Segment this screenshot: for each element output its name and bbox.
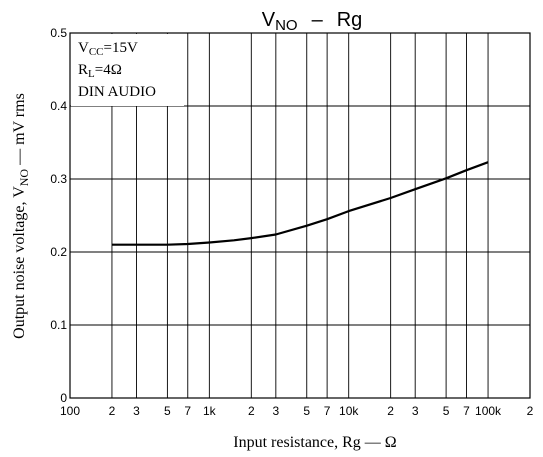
condition-value: =15V <box>104 40 138 56</box>
x-tick-label: 100k <box>475 404 502 418</box>
chart-title: VNO – Rg <box>262 9 363 34</box>
y-label-sub: NO <box>17 169 31 187</box>
condition-main: DIN AUDIO <box>78 84 156 100</box>
condition-sub: CC <box>89 46 104 58</box>
y-tick-label: 0.2 <box>50 245 67 259</box>
conditions: VCC=15V RL=4Ω DIN AUDIO <box>78 40 156 100</box>
y-tick-label: 0.1 <box>50 318 67 332</box>
y-tick-label: 0.4 <box>50 99 67 113</box>
x-tick-label: 5 <box>303 404 310 418</box>
x-tick-label: 3 <box>412 404 419 418</box>
y-tick-label: 0.3 <box>50 172 67 186</box>
y-axis-label: Output noise voltage, VNO — mV rms <box>11 93 31 339</box>
y-tick-labels: 0 0.1 0.2 0.3 0.4 0.5 <box>50 26 67 405</box>
plot-frame <box>69 32 531 399</box>
y-label-pre: Output noise voltage, V <box>11 186 28 339</box>
data-series <box>111 161 489 246</box>
x-tick-label: 2 <box>527 404 534 418</box>
x-tick-label: 7 <box>184 404 191 418</box>
condition-main: R <box>78 62 88 78</box>
title-main: V <box>262 9 276 31</box>
series-line <box>111 161 489 246</box>
title-tail: Rg <box>337 9 363 31</box>
x-tick-label: 100 <box>60 404 80 418</box>
x-tick-label: 3 <box>133 404 140 418</box>
y-tick-label: 0 <box>60 391 67 405</box>
condition-value: =4Ω <box>95 62 122 78</box>
x-tick-label: 7 <box>463 404 470 418</box>
title-dash: – <box>312 9 324 31</box>
condition-line: RL=4Ω <box>78 62 122 80</box>
x-tick-label: 1k <box>203 404 217 418</box>
condition-line: VCC=15V <box>78 40 138 58</box>
x-tick-label: 3 <box>272 404 279 418</box>
x-tick-label: 5 <box>443 404 450 418</box>
x-tick-label: 10k <box>339 404 359 418</box>
x-tick-label: 2 <box>109 404 116 418</box>
condition-line: DIN AUDIO <box>78 84 156 100</box>
x-tick-label: 2 <box>248 404 255 418</box>
title-sub: NO <box>275 17 298 34</box>
conditions-box <box>71 34 184 106</box>
condition-main: V <box>78 40 89 56</box>
x-axis-label: Input resistance, Rg — Ω <box>233 434 397 451</box>
x-tick-label: 7 <box>324 404 331 418</box>
x-tick-label: 2 <box>387 404 394 418</box>
y-tick-label: 0.5 <box>50 26 67 40</box>
condition-sub: L <box>88 68 95 80</box>
x-tick-label: 5 <box>164 404 171 418</box>
y-label-post: — mV rms <box>11 93 28 169</box>
